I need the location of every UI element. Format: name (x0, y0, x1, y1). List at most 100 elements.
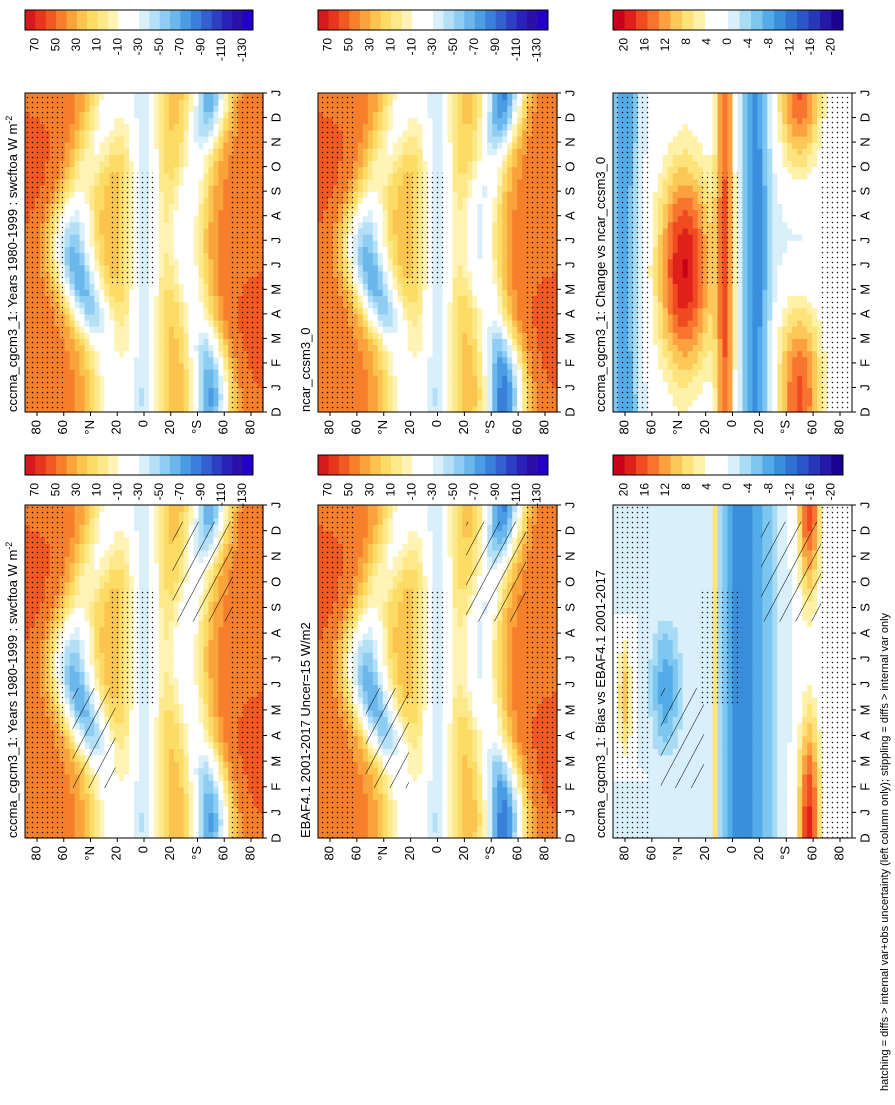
heatmap-cell (89, 362, 96, 370)
heatmap-cell (168, 569, 175, 577)
heatmap-cell (168, 160, 175, 168)
heatmap-cell (139, 562, 145, 570)
heatmap-cell (64, 658, 71, 666)
heatmap-cell (124, 825, 130, 833)
heatmap-cell (134, 709, 140, 717)
heatmap-cell (163, 581, 170, 589)
heatmap-cell (119, 93, 125, 100)
heatmap-cell (79, 160, 86, 168)
heatmap-cell (213, 307, 219, 315)
heatmap-cell (74, 671, 81, 679)
heatmap-cell (69, 381, 76, 389)
heatmap-cell (213, 356, 219, 364)
heatmap-cell (223, 658, 229, 666)
heatmap-cell (69, 818, 76, 826)
heatmap-cell (148, 393, 155, 401)
heatmap-cell (144, 99, 150, 106)
heatmap-cell (218, 246, 224, 254)
heatmap-cell (79, 375, 86, 382)
month-tick-label: N (268, 552, 283, 561)
heatmap-cell (158, 658, 165, 666)
heatmap-cell (223, 221, 229, 229)
heatmap-cell (69, 767, 76, 775)
heatmap-cell (213, 639, 219, 647)
heatmap-cell (178, 93, 185, 100)
heatmap-cell (74, 215, 81, 223)
heatmap-cell (144, 562, 150, 570)
heatmap-cell (79, 594, 86, 602)
heatmap-cell (129, 154, 135, 162)
heatmap-cell (213, 362, 219, 370)
heatmap-cell (213, 684, 219, 692)
heatmap-cell (203, 387, 210, 395)
heatmap-cell (188, 344, 195, 352)
heatmap-cell (218, 301, 224, 309)
heatmap-cell (124, 129, 130, 137)
heatmap-cell (64, 620, 71, 628)
heatmap-cell (124, 530, 130, 538)
heatmap-cell (148, 831, 155, 839)
heatmap-cell (104, 148, 110, 155)
heatmap-cell (99, 399, 105, 407)
heatmap-cell (94, 569, 100, 577)
heatmap-cell (168, 289, 175, 297)
heatmap-cell (114, 831, 120, 839)
heatmap-cell (193, 639, 200, 647)
heatmap-cell (198, 356, 205, 364)
heatmap-cell (64, 607, 71, 615)
heatmap-cell (114, 556, 120, 564)
latitude-tick-label: °S (189, 846, 204, 860)
heatmap-cell (79, 338, 86, 346)
heatmap-cell (203, 399, 210, 407)
heatmap-cell (223, 246, 229, 254)
heatmap-cell (193, 258, 200, 266)
heatmap-cell (84, 326, 91, 333)
heatmap-cell (139, 537, 145, 545)
heatmap-cell (79, 387, 86, 395)
heatmap-cell (64, 735, 71, 743)
heatmap-cell (178, 111, 185, 119)
heatmap-cell (153, 295, 160, 303)
heatmap-cell (119, 773, 125, 781)
heatmap-cell (64, 773, 71, 781)
heatmap-cell (99, 633, 105, 641)
heatmap-cell (168, 111, 175, 119)
heatmap-cell (193, 511, 200, 519)
heatmap-cell (94, 613, 100, 621)
heatmap-cell (148, 99, 155, 106)
heatmap-cell (203, 240, 210, 247)
heatmap-cell (94, 350, 100, 358)
heatmap-cell (124, 773, 130, 781)
heatmap-cell (153, 825, 160, 833)
heatmap-cell (218, 761, 224, 769)
heatmap-cell (178, 227, 185, 235)
heatmap-cell (104, 626, 110, 634)
heatmap-cell (104, 252, 110, 260)
heatmap-cell (208, 658, 215, 666)
heatmap-cell (144, 549, 150, 557)
heatmap-cell (99, 227, 105, 235)
heatmap-cell (153, 671, 160, 679)
heatmap-cell (148, 754, 155, 762)
heatmap-cell (168, 626, 175, 634)
heatmap-cell (158, 148, 165, 155)
heatmap-cell (153, 652, 160, 660)
heatmap-cell (158, 562, 165, 570)
heatmap-cell (129, 356, 135, 364)
heatmap-cell (148, 729, 155, 737)
heatmap-cell (163, 399, 170, 407)
heatmap-cell (114, 319, 120, 327)
heatmap-cell (79, 399, 86, 407)
heatmap-cell (109, 530, 115, 538)
heatmap-cell (168, 295, 175, 303)
heatmap-cell (183, 148, 190, 155)
heatmap-cell (74, 786, 81, 794)
heatmap-cell (69, 178, 76, 186)
heatmap-cell (193, 780, 200, 788)
heatmap-cell (193, 252, 200, 260)
heatmap-cell (79, 178, 86, 186)
heatmap-cell (84, 221, 91, 229)
heatmap-cell (168, 613, 175, 621)
heatmap-cell (163, 786, 170, 794)
